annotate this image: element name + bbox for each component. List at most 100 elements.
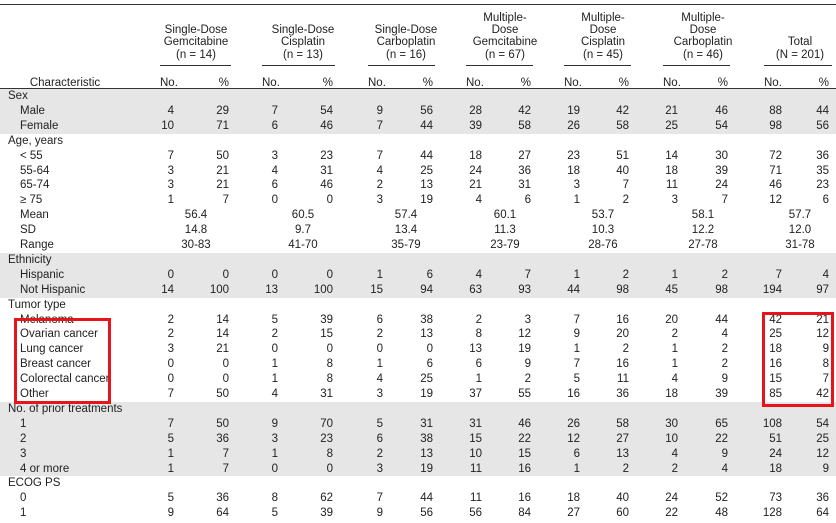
cell-no: 1 <box>376 268 383 281</box>
cell-pct: 20 <box>616 328 629 341</box>
group-header-line: Multiple- <box>681 11 725 24</box>
cell-pct: 94 <box>420 283 433 296</box>
cell-no: 5 <box>376 417 383 430</box>
group-header-line: Single-Dose <box>374 24 438 37</box>
cell-no: 88 <box>769 104 782 117</box>
cell-pct: 25 <box>420 164 433 177</box>
group-header-line: (n = 45) <box>583 48 623 61</box>
cell-pct: 31 <box>320 164 333 177</box>
cell-pct: 31 <box>518 179 531 192</box>
cell-no: 1 <box>671 268 678 281</box>
cell-pct: 50 <box>216 388 229 400</box>
cell-no: 3 <box>376 194 383 207</box>
cell-no: 3 <box>376 462 383 475</box>
cell-no: 1 <box>671 358 678 371</box>
cell-no: 18 <box>769 343 782 356</box>
cell-pct: 0 <box>326 343 333 356</box>
cell-no: 3 <box>167 164 174 177</box>
cell-pct: 100 <box>313 283 333 296</box>
cell-pct: 8 <box>326 358 333 371</box>
cell-pct: 16 <box>518 492 531 505</box>
group-header-line: (n = 14) <box>176 48 216 61</box>
cell-pct: 64 <box>216 507 229 520</box>
cell-no: 25 <box>665 119 678 132</box>
cell-summary: 12.0 <box>788 224 812 237</box>
cell-no: 1 <box>671 343 678 356</box>
cell-summary: 53.7 <box>591 209 615 222</box>
cell-no: 21 <box>469 179 482 192</box>
section-title: No. of prior treatments <box>8 402 123 415</box>
cell-pct: 8 <box>326 447 333 460</box>
row-label: Female <box>20 119 59 132</box>
cell-pct: 46 <box>320 119 333 132</box>
group-header-underline <box>160 65 231 66</box>
cell-pct: 0 <box>326 268 333 281</box>
column-header-no: No. <box>663 77 681 89</box>
cell-pct: 6 <box>426 358 433 371</box>
column-header-pct: % <box>520 77 531 89</box>
header-rule <box>0 88 836 89</box>
cell-no: 7 <box>167 417 174 430</box>
cell-no: 24 <box>769 447 782 460</box>
section-title: Ethnicity <box>8 253 52 266</box>
cell-pct: 42 <box>616 104 629 117</box>
cell-no: 44 <box>567 283 580 296</box>
cell-pct: 31 <box>320 388 333 400</box>
cell-pct: 9 <box>822 343 829 356</box>
cell-no: 6 <box>573 447 580 460</box>
cell-no: 5 <box>167 492 174 505</box>
section-shading <box>0 252 836 298</box>
cell-pct: 25 <box>816 432 829 445</box>
cell-no: 1 <box>573 194 580 207</box>
cell-no: 5 <box>573 373 580 386</box>
highlight-box-tumor-totals <box>762 312 834 407</box>
row-label: Male <box>20 104 45 117</box>
cell-pct: 9 <box>822 462 829 475</box>
cell-pct: 36 <box>518 164 531 177</box>
cell-pct: 55 <box>518 388 531 400</box>
cell-pct: 54 <box>715 119 728 132</box>
cell-no: 1 <box>271 358 278 371</box>
cell-pct: 100 <box>209 283 229 296</box>
cell-no: 3 <box>271 149 278 162</box>
cell-pct: 21 <box>816 313 829 326</box>
column-header-pct: % <box>218 77 229 89</box>
cell-pct: 44 <box>420 119 433 132</box>
cell-no: 10 <box>469 447 482 460</box>
cell-pct: 0 <box>222 268 229 281</box>
cell-pct: 27 <box>616 432 629 445</box>
cell-pct: 7 <box>622 179 629 192</box>
cell-pct: 2 <box>524 373 531 386</box>
cell-pct: 70 <box>320 417 333 430</box>
cell-summary: 41-70 <box>288 239 318 251</box>
cell-summary: 57.4 <box>394 209 418 222</box>
cell-no: 12 <box>567 432 580 445</box>
cell-no: 0 <box>271 268 278 281</box>
cell-no: 37 <box>469 388 482 400</box>
column-header-pct: % <box>818 77 829 89</box>
cell-no: 6 <box>376 313 383 326</box>
cell-no: 15 <box>469 432 482 445</box>
cell-pct: 39 <box>320 507 333 520</box>
cell-no: 72 <box>769 149 782 162</box>
column-header-pct: % <box>717 77 728 89</box>
cell-summary: 10.3 <box>591 224 615 237</box>
cell-pct: 36 <box>816 492 829 505</box>
cell-summary: 60.1 <box>493 209 517 222</box>
cell-pct: 44 <box>420 149 433 162</box>
cell-pct: 0 <box>326 194 333 207</box>
cell-pct: 36 <box>816 149 829 162</box>
cell-no: 23 <box>567 149 580 162</box>
cell-no: 7 <box>573 313 580 326</box>
cell-pct: 19 <box>518 343 531 356</box>
cell-no: 7 <box>573 358 580 371</box>
row-label: Colorectal cancer <box>20 373 110 386</box>
cell-no: 2 <box>671 462 678 475</box>
cell-pct: 23 <box>816 179 829 192</box>
cell-no: 1 <box>573 343 580 356</box>
cell-no: 7 <box>376 149 383 162</box>
cell-pct: 12 <box>518 328 531 341</box>
cell-no: 11 <box>470 492 482 505</box>
cell-summary: 13.4 <box>394 224 418 237</box>
group-header-line: Cisplatin <box>580 36 626 49</box>
